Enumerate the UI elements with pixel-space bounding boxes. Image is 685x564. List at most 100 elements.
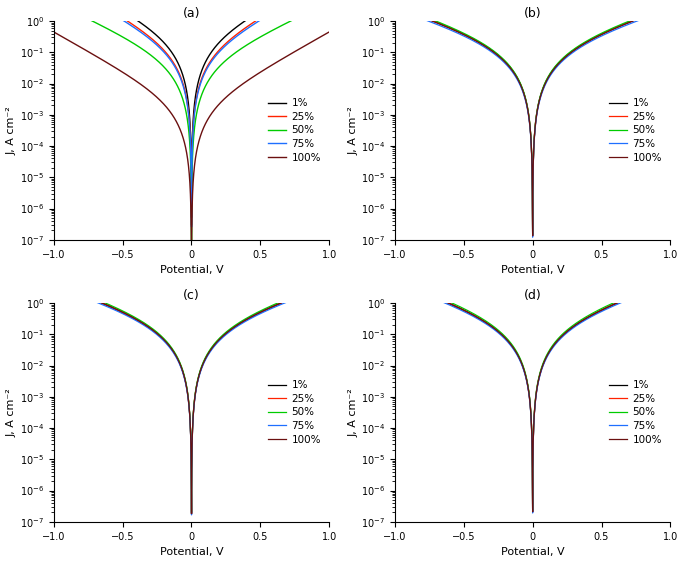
25% — [390, 278, 399, 285]
25% — [97, 299, 105, 306]
X-axis label: Potential, V: Potential, V — [501, 547, 564, 557]
25% — [422, 15, 430, 21]
25% — [508, 67, 516, 74]
Line: 50%: 50% — [395, 280, 671, 510]
25% — [390, 3, 399, 10]
1% — [187, 214, 195, 221]
25% — [155, 332, 164, 339]
25% — [497, 54, 505, 61]
100% — [497, 54, 505, 61]
100% — [81, 46, 89, 53]
50% — [422, 14, 430, 20]
75% — [390, 6, 399, 12]
100% — [167, 345, 175, 352]
50% — [497, 329, 505, 336]
25% — [97, 1, 105, 8]
75% — [97, 4, 105, 11]
1% — [390, 279, 399, 285]
100% — [508, 67, 516, 74]
50% — [325, 279, 334, 286]
25% — [438, 21, 447, 28]
Title: (c): (c) — [183, 289, 200, 302]
75% — [320, 285, 328, 292]
1% — [167, 345, 175, 352]
75% — [528, 233, 536, 240]
50% — [49, 0, 58, 6]
1% — [632, 16, 640, 23]
100% — [49, 29, 58, 36]
100% — [422, 290, 430, 297]
100% — [325, 281, 334, 288]
100% — [97, 56, 105, 63]
Y-axis label: J, A cm⁻²: J, A cm⁻² — [348, 106, 358, 155]
75% — [97, 301, 105, 307]
100% — [155, 96, 164, 103]
25% — [667, 3, 675, 10]
1% — [422, 290, 430, 297]
1% — [438, 21, 447, 28]
1% — [49, 281, 58, 288]
75% — [422, 17, 430, 24]
1% — [528, 232, 536, 239]
25% — [167, 345, 175, 352]
25% — [167, 56, 175, 63]
75% — [667, 6, 675, 12]
50% — [528, 507, 536, 514]
100% — [325, 29, 334, 36]
Line: 25%: 25% — [53, 0, 329, 226]
100% — [97, 299, 105, 306]
50% — [422, 289, 430, 296]
75% — [167, 58, 175, 65]
100% — [81, 293, 89, 299]
75% — [155, 333, 164, 340]
50% — [667, 2, 675, 9]
100% — [290, 49, 299, 55]
75% — [661, 7, 669, 14]
Line: 100%: 100% — [53, 32, 329, 279]
75% — [528, 510, 536, 517]
50% — [97, 298, 105, 305]
1% — [661, 281, 669, 288]
50% — [632, 290, 640, 297]
50% — [290, 293, 299, 299]
Legend: 1%, 25%, 50%, 75%, 100%: 1%, 25%, 50%, 75%, 100% — [606, 95, 665, 166]
Line: 100%: 100% — [395, 282, 671, 512]
25% — [187, 510, 195, 517]
100% — [422, 15, 430, 22]
1% — [155, 34, 164, 41]
25% — [81, 293, 89, 299]
75% — [81, 294, 89, 301]
50% — [81, 14, 89, 21]
25% — [661, 280, 669, 287]
25% — [497, 330, 505, 337]
Line: 75%: 75% — [53, 0, 329, 227]
Line: 100%: 100% — [53, 284, 329, 514]
Legend: 1%, 25%, 50%, 75%, 100%: 1%, 25%, 50%, 75%, 100% — [264, 377, 324, 448]
Legend: 1%, 25%, 50%, 75%, 100%: 1%, 25%, 50%, 75%, 100% — [264, 95, 324, 166]
75% — [325, 283, 334, 290]
Legend: 1%, 25%, 50%, 75%, 100%: 1%, 25%, 50%, 75%, 100% — [606, 377, 665, 448]
25% — [508, 343, 516, 350]
Title: (b): (b) — [524, 7, 541, 20]
75% — [187, 512, 195, 518]
Line: 1%: 1% — [395, 7, 671, 235]
Line: 1%: 1% — [53, 0, 329, 218]
Y-axis label: J, A cm⁻²: J, A cm⁻² — [7, 388, 17, 437]
100% — [390, 4, 399, 11]
50% — [320, 1, 328, 8]
75% — [661, 282, 669, 289]
Line: 50%: 50% — [53, 2, 329, 241]
1% — [167, 49, 175, 55]
Line: 100%: 100% — [395, 7, 671, 236]
100% — [390, 279, 399, 285]
Line: 75%: 75% — [395, 284, 671, 513]
50% — [508, 66, 516, 73]
50% — [497, 53, 505, 60]
100% — [187, 276, 195, 283]
Title: (a): (a) — [183, 7, 200, 20]
100% — [167, 110, 175, 117]
75% — [497, 56, 505, 63]
25% — [528, 508, 536, 515]
50% — [187, 238, 195, 245]
100% — [438, 297, 447, 304]
